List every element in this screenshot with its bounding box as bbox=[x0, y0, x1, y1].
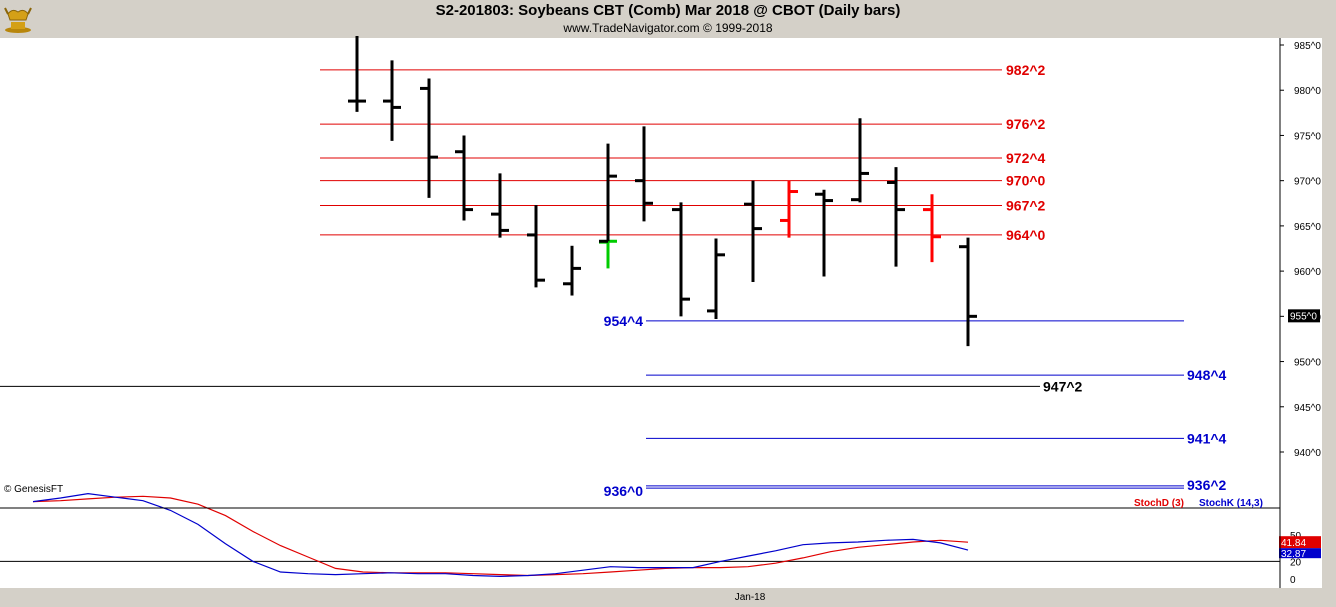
y-tick-label: 960^0 bbox=[1294, 267, 1321, 278]
y-tick-label: 945^0 bbox=[1294, 403, 1321, 414]
stochk-last-label: 32.87 bbox=[1281, 549, 1306, 560]
level-label: 976^2 bbox=[1006, 116, 1046, 132]
level-label: 972^4 bbox=[1006, 150, 1046, 166]
ohlc-bar bbox=[599, 143, 617, 243]
level-label: 948^4 bbox=[1187, 367, 1227, 383]
horizontal-levels: 982^2 976^2 972^4 970^0 967^2 964^0 954^4 948^4… bbox=[0, 62, 1227, 499]
ohlc-bar bbox=[672, 202, 690, 317]
copyright-label: © GenesisFT bbox=[4, 484, 63, 495]
level-label: 947^2 bbox=[1043, 378, 1083, 394]
golden-bull-icon bbox=[4, 7, 32, 33]
right-scroll-strip bbox=[1322, 38, 1336, 588]
chart-header: S2-201803: Soybeans CBT (Comb) Mar 2018 … bbox=[0, 0, 1336, 38]
chart-title: S2-201803: Soybeans CBT (Comb) Mar 2018 … bbox=[435, 2, 901, 19]
ohlc-bar bbox=[744, 180, 762, 282]
ohlc-bar bbox=[923, 194, 941, 263]
level-label: 967^2 bbox=[1006, 198, 1046, 214]
stoch-tick-label: 0 bbox=[1290, 575, 1296, 586]
stochd-last-label: 41.84 bbox=[1281, 538, 1306, 549]
y-tick-label: 970^0 bbox=[1294, 177, 1321, 188]
level-label: 982^2 bbox=[1006, 62, 1046, 78]
ohlc-bar bbox=[780, 180, 798, 238]
ohlc-bar bbox=[851, 118, 869, 203]
y-tick-label: 940^0 bbox=[1294, 448, 1321, 459]
stochd-legend: StochD (3) bbox=[1134, 498, 1184, 509]
stochd-last-badge bbox=[1279, 536, 1321, 549]
level-label: 941^4 bbox=[1187, 430, 1227, 446]
last-price-marker bbox=[1288, 309, 1320, 323]
y-tick-label: 975^0 bbox=[1294, 131, 1321, 142]
stoch-tick-label: 20 bbox=[1290, 557, 1302, 568]
stoch-series-line bbox=[32, 495, 969, 577]
ohlc-bar bbox=[635, 126, 653, 222]
y-tick-label: 980^0 bbox=[1294, 86, 1321, 97]
ohlc-bar bbox=[887, 167, 905, 267]
ohlc-bars bbox=[348, 35, 977, 347]
stochk-last-badge bbox=[1279, 548, 1321, 559]
x-axis-label: Jan-18 bbox=[735, 592, 766, 603]
ohlc-bar bbox=[383, 60, 401, 141]
last-price-label: 955^0 bbox=[1290, 311, 1317, 322]
x-axis-strip bbox=[0, 588, 1336, 607]
y-tick-label: 965^0 bbox=[1294, 222, 1321, 233]
chart-subtitle: www.TradeNavigator.com © 1999-2018 bbox=[563, 21, 773, 35]
ohlc-bar bbox=[563, 245, 581, 296]
stochk-legend: StochK (14,3) bbox=[1199, 498, 1263, 509]
y-tick-label: 985^0 bbox=[1294, 41, 1321, 52]
ohlc-bar bbox=[455, 135, 473, 221]
level-label: 970^0 bbox=[1006, 173, 1046, 189]
level-label: 936^0 bbox=[604, 483, 644, 499]
ohlc-bar bbox=[527, 205, 545, 288]
level-label: 964^0 bbox=[1006, 227, 1046, 243]
level-label: 954^4 bbox=[604, 313, 644, 329]
ohlc-bar bbox=[348, 35, 366, 112]
ohlc-bar bbox=[959, 237, 977, 347]
y-axis: 985^0 980^0 975^0 970^0 965^0 960^0 955^0 950^0… bbox=[0, 38, 1336, 607]
ohlc-bar bbox=[599, 239, 617, 269]
ohlc-bar bbox=[707, 238, 725, 320]
ohlc-bar bbox=[491, 173, 509, 238]
stoch-series-line bbox=[32, 492, 969, 578]
level-label: 936^2 bbox=[1187, 477, 1227, 493]
ohlc-bar bbox=[815, 189, 833, 277]
ohlc-bar bbox=[420, 78, 438, 198]
y-tick-label: 950^0 bbox=[1294, 358, 1321, 369]
